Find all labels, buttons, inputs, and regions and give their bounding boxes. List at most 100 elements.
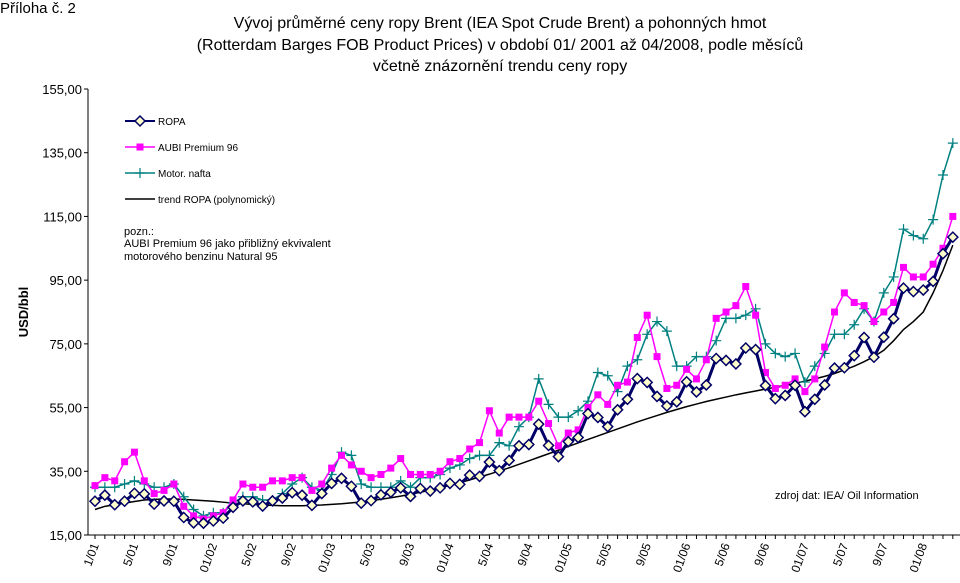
data-point xyxy=(818,378,831,392)
data-point xyxy=(780,351,791,362)
data-point xyxy=(308,486,316,494)
data-point xyxy=(683,365,691,373)
y-tick-label: 35,00 xyxy=(49,464,82,479)
data-point xyxy=(217,512,230,525)
data-point xyxy=(318,480,326,488)
data-point xyxy=(927,275,940,288)
data-point xyxy=(236,494,249,507)
data-point xyxy=(840,289,848,297)
data-point xyxy=(463,469,476,482)
data-point xyxy=(118,495,131,508)
data-point xyxy=(288,474,296,482)
data-point xyxy=(749,343,762,356)
data-point xyxy=(138,487,151,500)
y-tick-label: 15,00 xyxy=(49,528,82,543)
data-point xyxy=(691,351,702,362)
data-point xyxy=(407,470,415,478)
data-point xyxy=(256,499,269,513)
y-tick-label: 115,00 xyxy=(43,209,82,224)
data-point xyxy=(621,393,634,406)
data-point xyxy=(614,381,622,389)
data-point xyxy=(119,479,130,490)
data-point xyxy=(880,308,888,316)
x-tick-label: 9/02 xyxy=(278,541,299,568)
data-point xyxy=(259,483,267,491)
data-point xyxy=(335,472,348,485)
x-tick-label: 5/02 xyxy=(238,541,259,568)
data-point xyxy=(229,496,237,504)
data-point xyxy=(525,413,533,421)
data-point xyxy=(661,326,672,337)
x-tick-label: 01/04 xyxy=(433,541,457,574)
data-point xyxy=(505,413,513,421)
data-point xyxy=(456,455,464,463)
data-point xyxy=(512,439,526,452)
data-point xyxy=(671,361,682,372)
data-point xyxy=(226,501,240,514)
note: pozn.: xyxy=(124,226,154,238)
data-point xyxy=(946,231,959,244)
data-point xyxy=(426,470,434,478)
chart-title: včetně znázornění trendu ceny ropy xyxy=(373,58,627,75)
data-point xyxy=(937,170,948,181)
data-point xyxy=(829,329,840,340)
data-point xyxy=(632,354,643,365)
data-point xyxy=(453,478,466,491)
data-point xyxy=(180,502,188,510)
series-line xyxy=(94,216,954,520)
series-line xyxy=(94,244,954,511)
data-point xyxy=(729,357,742,370)
data-point xyxy=(898,224,909,235)
data-point xyxy=(739,341,752,355)
data-point xyxy=(436,467,444,475)
x-tick-label: 01/08 xyxy=(907,541,931,574)
data-point xyxy=(434,481,447,494)
data-point xyxy=(730,313,741,324)
data-point xyxy=(384,486,397,499)
data-point xyxy=(207,514,220,528)
data-point xyxy=(553,412,564,423)
data-point xyxy=(888,271,899,282)
legend-label: trend ROPA (polynomický) xyxy=(158,195,275,206)
data-point xyxy=(790,348,801,359)
data-point xyxy=(779,389,792,402)
data-point xyxy=(543,399,554,410)
data-point xyxy=(692,375,700,383)
data-point xyxy=(849,319,860,330)
data-point xyxy=(91,482,99,490)
data-point xyxy=(811,375,819,383)
x-tick-label: 5/04 xyxy=(475,541,496,568)
data-point xyxy=(187,516,200,529)
y-tick-label: 55,00 xyxy=(49,401,82,416)
data-point xyxy=(712,314,720,322)
data-point xyxy=(722,308,730,316)
x-tick-label: 5/06 xyxy=(712,541,733,568)
data-point xyxy=(365,494,378,507)
data-point xyxy=(917,283,930,297)
data-point xyxy=(801,388,809,396)
data-point xyxy=(397,455,405,463)
x-tick-label: 5/01 xyxy=(120,541,141,568)
data-point xyxy=(346,450,357,461)
data-point xyxy=(700,378,713,392)
data-point xyxy=(831,308,838,316)
x-tick-label: 01/06 xyxy=(670,541,694,574)
data-point xyxy=(791,375,799,383)
data-point xyxy=(732,302,740,310)
data-point xyxy=(443,477,457,490)
data-point xyxy=(177,511,190,524)
data-point xyxy=(602,370,613,381)
data-point xyxy=(710,352,723,365)
data-point xyxy=(591,411,604,424)
data-point xyxy=(581,407,595,420)
data-point xyxy=(897,282,910,295)
x-tick-label: 9/04 xyxy=(515,541,536,568)
y-tick-label: 75,00 xyxy=(49,337,82,352)
data-point xyxy=(867,351,881,364)
data-point xyxy=(367,474,375,482)
data-point xyxy=(377,470,385,478)
data-point xyxy=(414,482,427,495)
data-point xyxy=(197,517,210,530)
data-point xyxy=(446,458,454,466)
data-point xyxy=(573,405,584,416)
